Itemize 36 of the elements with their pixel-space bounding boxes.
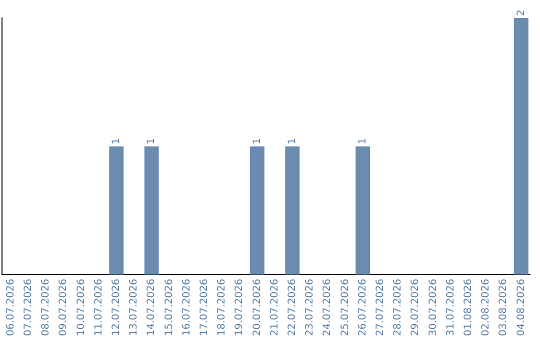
x-tick-label: 14.07.2026 [146,278,158,336]
x-tick-label: 04.08.2026 [516,278,527,336]
data-label: 1 [357,138,368,144]
x-tick-label: 24.07.2026 [322,278,334,336]
x-tick-label: 26.07.2026 [357,278,368,336]
x-tick-label: 29.07.2026 [410,278,422,336]
data-label: 1 [146,138,158,144]
x-tick-label: 01.08.2026 [462,278,474,336]
x-tick-label: 10.07.2026 [76,278,87,336]
data-label: 2 [516,10,527,16]
x-tick-label: 03.08.2026 [498,278,510,336]
x-tick-label: 19.07.2026 [234,278,246,336]
x-tick-label: 15.07.2026 [164,278,175,336]
x-tick-label: 30.07.2026 [428,278,439,336]
x-tick-label: 09.07.2026 [58,278,70,336]
x-tick-label: 21.07.2026 [269,278,280,336]
x-tick-label: 28.07.2026 [392,278,404,336]
x-tick-label: 12.07.2026 [110,278,122,336]
data-label: 1 [252,138,263,144]
x-tick-label: 17.07.2026 [198,278,210,336]
x-tick-label: 06.07.2026 [5,278,16,336]
x-tick-label: 16.07.2026 [181,278,192,336]
data-label: 1 [110,138,122,144]
x-tick-label: 13.07.2026 [128,278,140,336]
x-tick-label: 22.07.2026 [286,278,298,336]
x-tick-label: 27.07.2026 [374,278,386,336]
x-tick-label: 25.07.2026 [340,278,351,336]
x-tick-label: 20.07.2026 [252,278,263,336]
x-tick-label: 11.07.2026 [93,278,104,336]
x-tick-label: 07.07.2026 [22,278,34,336]
x-tick-label: 31.07.2026 [445,278,456,336]
data-label: 1 [286,138,298,144]
x-tick-label: 02.08.2026 [480,278,492,336]
x-tick-label: 23.07.2026 [304,278,316,336]
x-tick-label: 08.07.2026 [40,278,52,336]
x-tick-label: 18.07.2026 [216,278,228,336]
